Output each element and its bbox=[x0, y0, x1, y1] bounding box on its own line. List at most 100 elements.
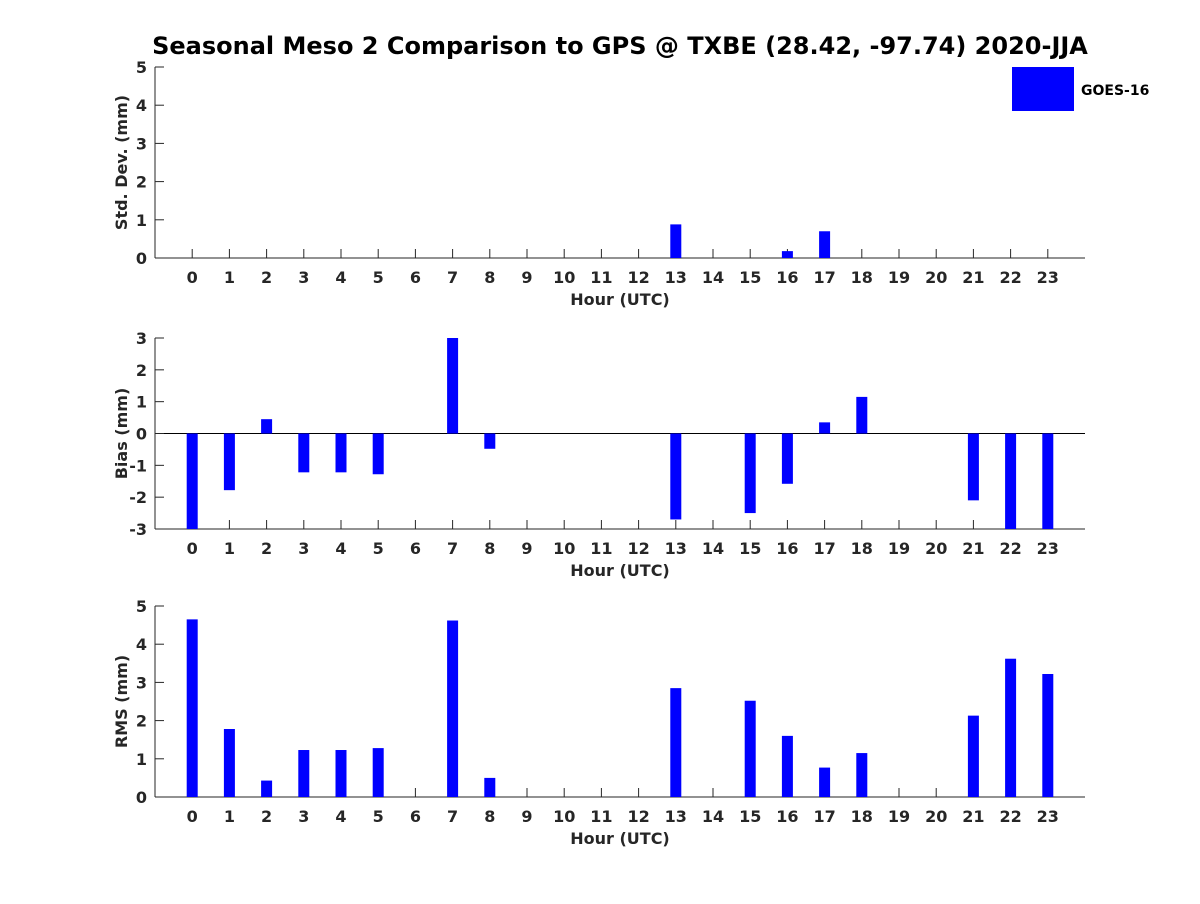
x-tick-label: 2 bbox=[261, 539, 272, 558]
x-tick-label: 21 bbox=[962, 539, 984, 558]
x-tick-label: 0 bbox=[187, 539, 198, 558]
bar bbox=[781, 433, 793, 484]
x-tick-label: 17 bbox=[813, 268, 835, 287]
x-tick-label: 4 bbox=[335, 539, 346, 558]
x-tick-label: 20 bbox=[925, 807, 947, 826]
bar bbox=[186, 433, 198, 529]
x-tick-label: 7 bbox=[447, 268, 458, 287]
bar bbox=[781, 251, 793, 258]
bar bbox=[1005, 433, 1017, 529]
x-tick-label: 10 bbox=[553, 539, 575, 558]
x-tick-label: 8 bbox=[484, 268, 495, 287]
y-tick-label: 3 bbox=[136, 673, 147, 692]
x-tick-label: 9 bbox=[521, 807, 532, 826]
x-tick-label: 22 bbox=[999, 807, 1021, 826]
y-axis-label: RMS (mm) bbox=[112, 655, 131, 748]
y-axis-label: Std. Dev. (mm) bbox=[112, 95, 131, 230]
legend-label: GOES-16 bbox=[1081, 83, 1149, 99]
legend: GOES-16 bbox=[1012, 67, 1149, 111]
x-tick-label: 18 bbox=[851, 807, 873, 826]
bar bbox=[744, 700, 756, 797]
y-axis-label: Bias (mm) bbox=[112, 388, 131, 480]
bar bbox=[484, 433, 496, 449]
x-tick-label: 12 bbox=[627, 539, 649, 558]
x-tick-label: 16 bbox=[776, 539, 798, 558]
x-tick-label: 3 bbox=[298, 539, 309, 558]
x-tick-label: 3 bbox=[298, 268, 309, 287]
bar bbox=[261, 419, 273, 434]
x-tick-label: 11 bbox=[590, 268, 612, 287]
bar bbox=[372, 433, 384, 475]
x-tick-label: 3 bbox=[298, 807, 309, 826]
bar-series bbox=[670, 224, 831, 258]
bar bbox=[335, 750, 347, 797]
bar-series bbox=[186, 338, 1054, 529]
x-tick-label: 2 bbox=[261, 268, 272, 287]
x-tick-label: 1 bbox=[224, 539, 235, 558]
x-tick-label: 23 bbox=[1037, 268, 1059, 287]
bar bbox=[819, 767, 831, 797]
x-tick-label: 16 bbox=[776, 807, 798, 826]
x-tick-label: 13 bbox=[665, 539, 687, 558]
y-tick-label: -1 bbox=[129, 456, 147, 475]
x-tick-label: 19 bbox=[888, 539, 910, 558]
x-tick-label: 2 bbox=[261, 807, 272, 826]
bar bbox=[1042, 673, 1054, 797]
x-tick-label: 9 bbox=[521, 539, 532, 558]
x-tick-label: 17 bbox=[813, 807, 835, 826]
x-tick-label: 20 bbox=[925, 268, 947, 287]
x-tick-label: 10 bbox=[553, 807, 575, 826]
x-tick-label: 15 bbox=[739, 268, 761, 287]
bar bbox=[1042, 433, 1054, 529]
y-tick-label: 1 bbox=[136, 393, 147, 412]
bar bbox=[335, 433, 347, 473]
bar bbox=[223, 729, 235, 797]
x-tick-label: 21 bbox=[962, 807, 984, 826]
bar bbox=[856, 753, 868, 797]
bar bbox=[670, 433, 682, 520]
x-axis-label: Hour (UTC) bbox=[570, 829, 670, 848]
x-tick-label: 13 bbox=[665, 268, 687, 287]
x-tick-label: 18 bbox=[851, 539, 873, 558]
y-tick-label: 1 bbox=[136, 750, 147, 769]
x-tick-label: 11 bbox=[590, 539, 612, 558]
x-tick-label: 14 bbox=[702, 807, 724, 826]
y-tick-label: 4 bbox=[136, 635, 147, 654]
x-tick-label: 0 bbox=[187, 268, 198, 287]
y-tick-label: -2 bbox=[129, 488, 147, 507]
bar bbox=[261, 780, 273, 797]
y-tick-label: 3 bbox=[136, 329, 147, 348]
y-tick-label: 1 bbox=[136, 211, 147, 230]
bar bbox=[744, 433, 756, 514]
x-tick-label: 19 bbox=[888, 268, 910, 287]
bar bbox=[856, 396, 868, 434]
y-tick-label: 4 bbox=[136, 96, 147, 115]
x-tick-label: 15 bbox=[739, 807, 761, 826]
bar bbox=[819, 231, 831, 258]
x-tick-label: 4 bbox=[335, 268, 346, 287]
y-tick-label: 3 bbox=[136, 134, 147, 153]
y-tick-label: 5 bbox=[136, 58, 147, 77]
x-tick-label: 8 bbox=[484, 539, 495, 558]
bar-series bbox=[186, 619, 1054, 797]
x-tick-label: 5 bbox=[373, 539, 384, 558]
bar bbox=[781, 735, 793, 797]
bar bbox=[447, 620, 459, 797]
y-tick-label: 2 bbox=[136, 712, 147, 731]
x-tick-label: 18 bbox=[851, 268, 873, 287]
x-tick-label: 4 bbox=[335, 807, 346, 826]
y-tick-label: 0 bbox=[136, 425, 147, 444]
x-tick-label: 6 bbox=[410, 539, 421, 558]
x-axis-label: Hour (UTC) bbox=[570, 561, 670, 580]
chart-title: Seasonal Meso 2 Comparison to GPS @ TXBE… bbox=[152, 32, 1088, 60]
x-tick-label: 9 bbox=[521, 268, 532, 287]
bar bbox=[484, 777, 496, 797]
y-tick-label: 5 bbox=[136, 597, 147, 616]
x-tick-label: 23 bbox=[1037, 807, 1059, 826]
x-tick-label: 15 bbox=[739, 539, 761, 558]
x-tick-label: 13 bbox=[665, 807, 687, 826]
x-tick-label: 10 bbox=[553, 268, 575, 287]
